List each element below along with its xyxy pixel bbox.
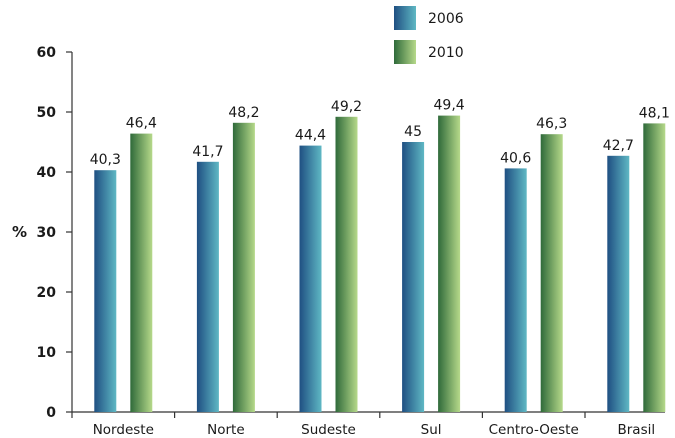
bar-2006-sul xyxy=(402,142,425,412)
y-tick-label: 30 xyxy=(37,225,57,241)
data-label-2010-nordeste: 46,4 xyxy=(126,116,157,132)
labels: 40,3 46,4 Nordeste 41,7 48,2 Norte 44,4 49,2 Sud… xyxy=(90,98,670,438)
bar-2010-norte xyxy=(232,122,255,413)
data-label-2006-centro-oeste: 40,6 xyxy=(500,150,531,166)
bar-2010-sudeste xyxy=(335,116,358,413)
y-tick-label: 40 xyxy=(37,165,57,181)
bar-2006-nordeste xyxy=(94,170,117,412)
y-tick-label: 20 xyxy=(37,285,57,301)
legend-label-2010: 2010 xyxy=(428,45,464,61)
data-label-2010-brasil: 48,1 xyxy=(639,105,670,121)
data-label-2010-norte: 48,2 xyxy=(228,105,259,121)
y-axis-label: % xyxy=(12,223,27,241)
data-label-2010-sudeste: 49,2 xyxy=(331,99,362,115)
legend-swatch-2010 xyxy=(394,40,416,64)
bar-2010-nordeste xyxy=(130,133,153,412)
bar-2006-norte xyxy=(196,161,219,412)
data-label-2010-centro-oeste: 46,3 xyxy=(536,116,567,132)
x-tick-label-centro-oeste: Centro-Oeste xyxy=(489,422,579,438)
data-label-2006-norte: 41,7 xyxy=(192,144,223,160)
x-tick-label-norte: Norte xyxy=(207,422,245,438)
legend: 2006 2010 xyxy=(394,6,464,64)
x-tick-label-sudeste: Sudeste xyxy=(301,422,356,438)
y-tick-label: 0 xyxy=(46,405,56,421)
bar-2006-centro-oeste xyxy=(504,168,527,412)
bar-2006-brasil xyxy=(607,155,630,413)
bar-2010-brasil xyxy=(643,123,666,413)
x-tick-label-sul: Sul xyxy=(421,422,442,438)
data-label-2006-sudeste: 44,4 xyxy=(295,128,326,144)
y-tick-label: 50 xyxy=(37,105,57,121)
data-label-2006-brasil: 42,7 xyxy=(603,138,634,154)
bar-2010-centro-oeste xyxy=(540,134,563,412)
data-label-2006-sul: 45 xyxy=(404,124,422,140)
y-tick-label: 10 xyxy=(37,345,57,361)
data-label-2006-nordeste: 40,3 xyxy=(90,152,121,168)
legend-label-2006: 2006 xyxy=(428,11,464,27)
y-tick-label: 60 xyxy=(37,45,57,61)
bar-2010-sul xyxy=(438,115,461,412)
data-label-2010-sul: 49,4 xyxy=(434,98,465,114)
x-tick-label-nordeste: Nordeste xyxy=(93,422,154,438)
bar-2006-sudeste xyxy=(299,145,322,412)
bars xyxy=(94,115,666,413)
axes: 0 10 20 30 40 50 60% xyxy=(12,45,665,421)
x-tick-label-brasil: Brasil xyxy=(617,422,655,438)
legend-swatch-2006 xyxy=(394,6,416,30)
